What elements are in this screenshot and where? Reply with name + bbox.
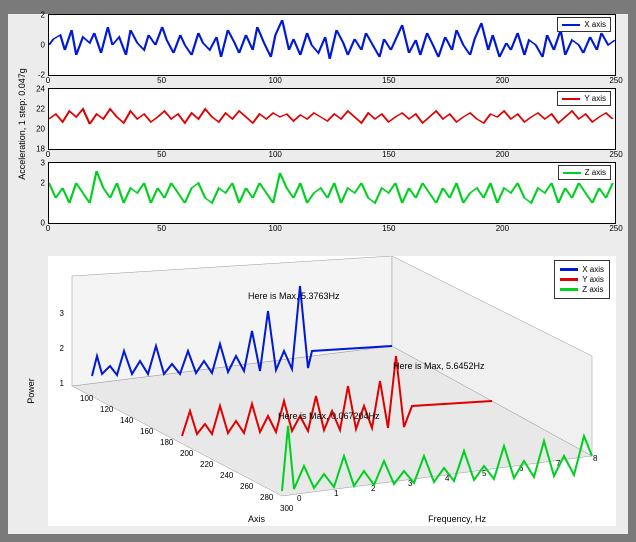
plot-z-axis: 0 2 3 Z axis (48, 162, 616, 224)
svg-text:100: 100 (80, 394, 94, 403)
plot-3d-power-spectrum: 1 2 3 100120140 160180200 220240260 2803… (48, 256, 616, 526)
plot-x-axis: -2 0 2 X axis (48, 14, 616, 76)
yticks-y: 18 20 22 24 (25, 89, 45, 149)
svg-text:160: 160 (140, 427, 154, 436)
svg-text:180: 180 (160, 438, 174, 447)
axis-label: Axis (248, 514, 265, 524)
xticks-x: 0 50 100 150 200 250 (48, 76, 616, 88)
legend-3d: X axis Y axis Z axis (554, 260, 610, 299)
svg-text:300: 300 (280, 504, 294, 513)
svg-text:200: 200 (180, 449, 194, 458)
svg-text:260: 260 (240, 482, 254, 491)
svg-text:280: 280 (260, 493, 274, 502)
svg-text:0: 0 (297, 494, 302, 503)
line-x (49, 15, 615, 75)
svg-text:140: 140 (120, 416, 134, 425)
svg-text:3: 3 (60, 309, 65, 318)
svg-text:2: 2 (60, 344, 65, 353)
svg-text:240: 240 (220, 471, 234, 480)
svg-text:120: 120 (100, 405, 114, 414)
yticks-x: -2 0 2 (25, 15, 45, 75)
svg-text:8: 8 (593, 454, 598, 463)
anno-z-max: Here is Max, 0.067204Hz (278, 411, 380, 421)
svg-text:1: 1 (60, 379, 65, 388)
anno-x-max: Here is Max, 5.3763Hz (248, 291, 340, 301)
svg-text:220: 220 (200, 460, 214, 469)
anno-y-max: Here is Max, 5.6452Hz (393, 361, 485, 371)
figure-panel: Acceleration, 1 step: 0.047g -2 0 2 X ax… (8, 14, 628, 534)
legend-x: X axis (557, 17, 611, 32)
xticks-y: 0 50 100 150 200 250 (48, 150, 616, 162)
xticks-z: 0 50 100 150 200 250 (48, 224, 616, 236)
line-z (49, 163, 615, 223)
freq-label: Frequency, Hz (428, 514, 486, 524)
legend-z: Z axis (558, 165, 611, 180)
legend-y: Y axis (557, 91, 611, 106)
svg-text:1: 1 (334, 489, 339, 498)
plot-y-axis: 18 20 22 24 Y axis (48, 88, 616, 150)
line-y (49, 89, 615, 149)
yticks-z: 0 2 3 (25, 163, 45, 223)
power-label: Power (26, 378, 36, 404)
